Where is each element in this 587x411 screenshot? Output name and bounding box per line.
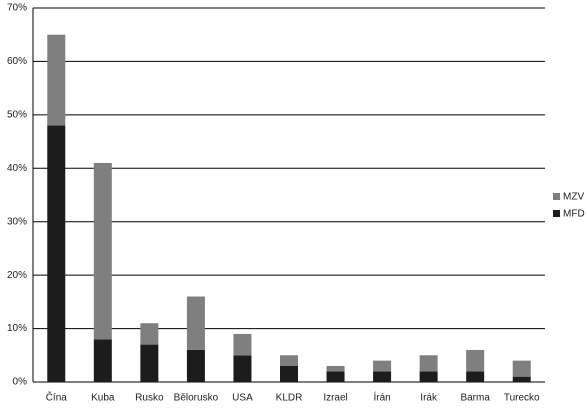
- y-tick-label: 30%: [7, 216, 27, 227]
- bar-segment: [233, 333, 252, 356]
- y-tick-label: 20%: [7, 270, 27, 281]
- y-tick-label: 10%: [7, 323, 27, 334]
- bar-segment: [419, 355, 438, 372]
- bar-segment: [93, 339, 112, 382]
- legend-label: MZV: [563, 192, 584, 203]
- x-tick-label: USA: [232, 393, 253, 404]
- bar-segment: [140, 323, 159, 345]
- x-tick-label: Írán: [373, 391, 390, 404]
- x-tick-label: Kuba: [91, 393, 115, 404]
- bar-segment: [373, 360, 392, 372]
- bar-segment: [93, 162, 112, 340]
- y-tick-label: 60%: [7, 56, 27, 67]
- legend-swatch: [553, 193, 560, 200]
- bar-segment: [326, 365, 345, 372]
- bar-segment: [373, 371, 392, 382]
- x-tick-label: KLDR: [276, 393, 303, 404]
- bar-segment: [186, 296, 205, 350]
- bar-segment: [233, 355, 252, 382]
- bar-segment: [140, 344, 159, 382]
- x-tick-label: Irák: [420, 393, 438, 404]
- bar-segment: [466, 349, 485, 372]
- y-tick-label: 40%: [7, 163, 27, 174]
- bar-segment: [280, 355, 298, 366]
- x-tick-label: Turecko: [504, 393, 540, 404]
- bar-segment: [280, 365, 298, 382]
- bar-segment: [186, 349, 205, 382]
- x-tick-label: Izrael: [323, 393, 347, 404]
- legend-label: MFD: [563, 209, 585, 220]
- y-tick-label: 50%: [7, 109, 27, 120]
- x-tick-label: Barma: [460, 393, 490, 404]
- bar-segment: [466, 371, 485, 382]
- bar-segment: [512, 360, 531, 377]
- legend-swatch: [553, 210, 560, 217]
- y-tick-label: 0%: [13, 377, 28, 388]
- bar-segment: [47, 125, 66, 383]
- y-tick-label: 70%: [7, 3, 27, 14]
- x-tick-label: Bělorusko: [174, 393, 219, 404]
- bar-segment: [419, 371, 438, 382]
- bar-segment: [512, 376, 531, 382]
- bar-segment: [326, 371, 345, 382]
- x-tick-label: Rusko: [135, 393, 164, 404]
- bar-segment: [47, 34, 66, 126]
- x-tick-label: Čína: [46, 391, 68, 404]
